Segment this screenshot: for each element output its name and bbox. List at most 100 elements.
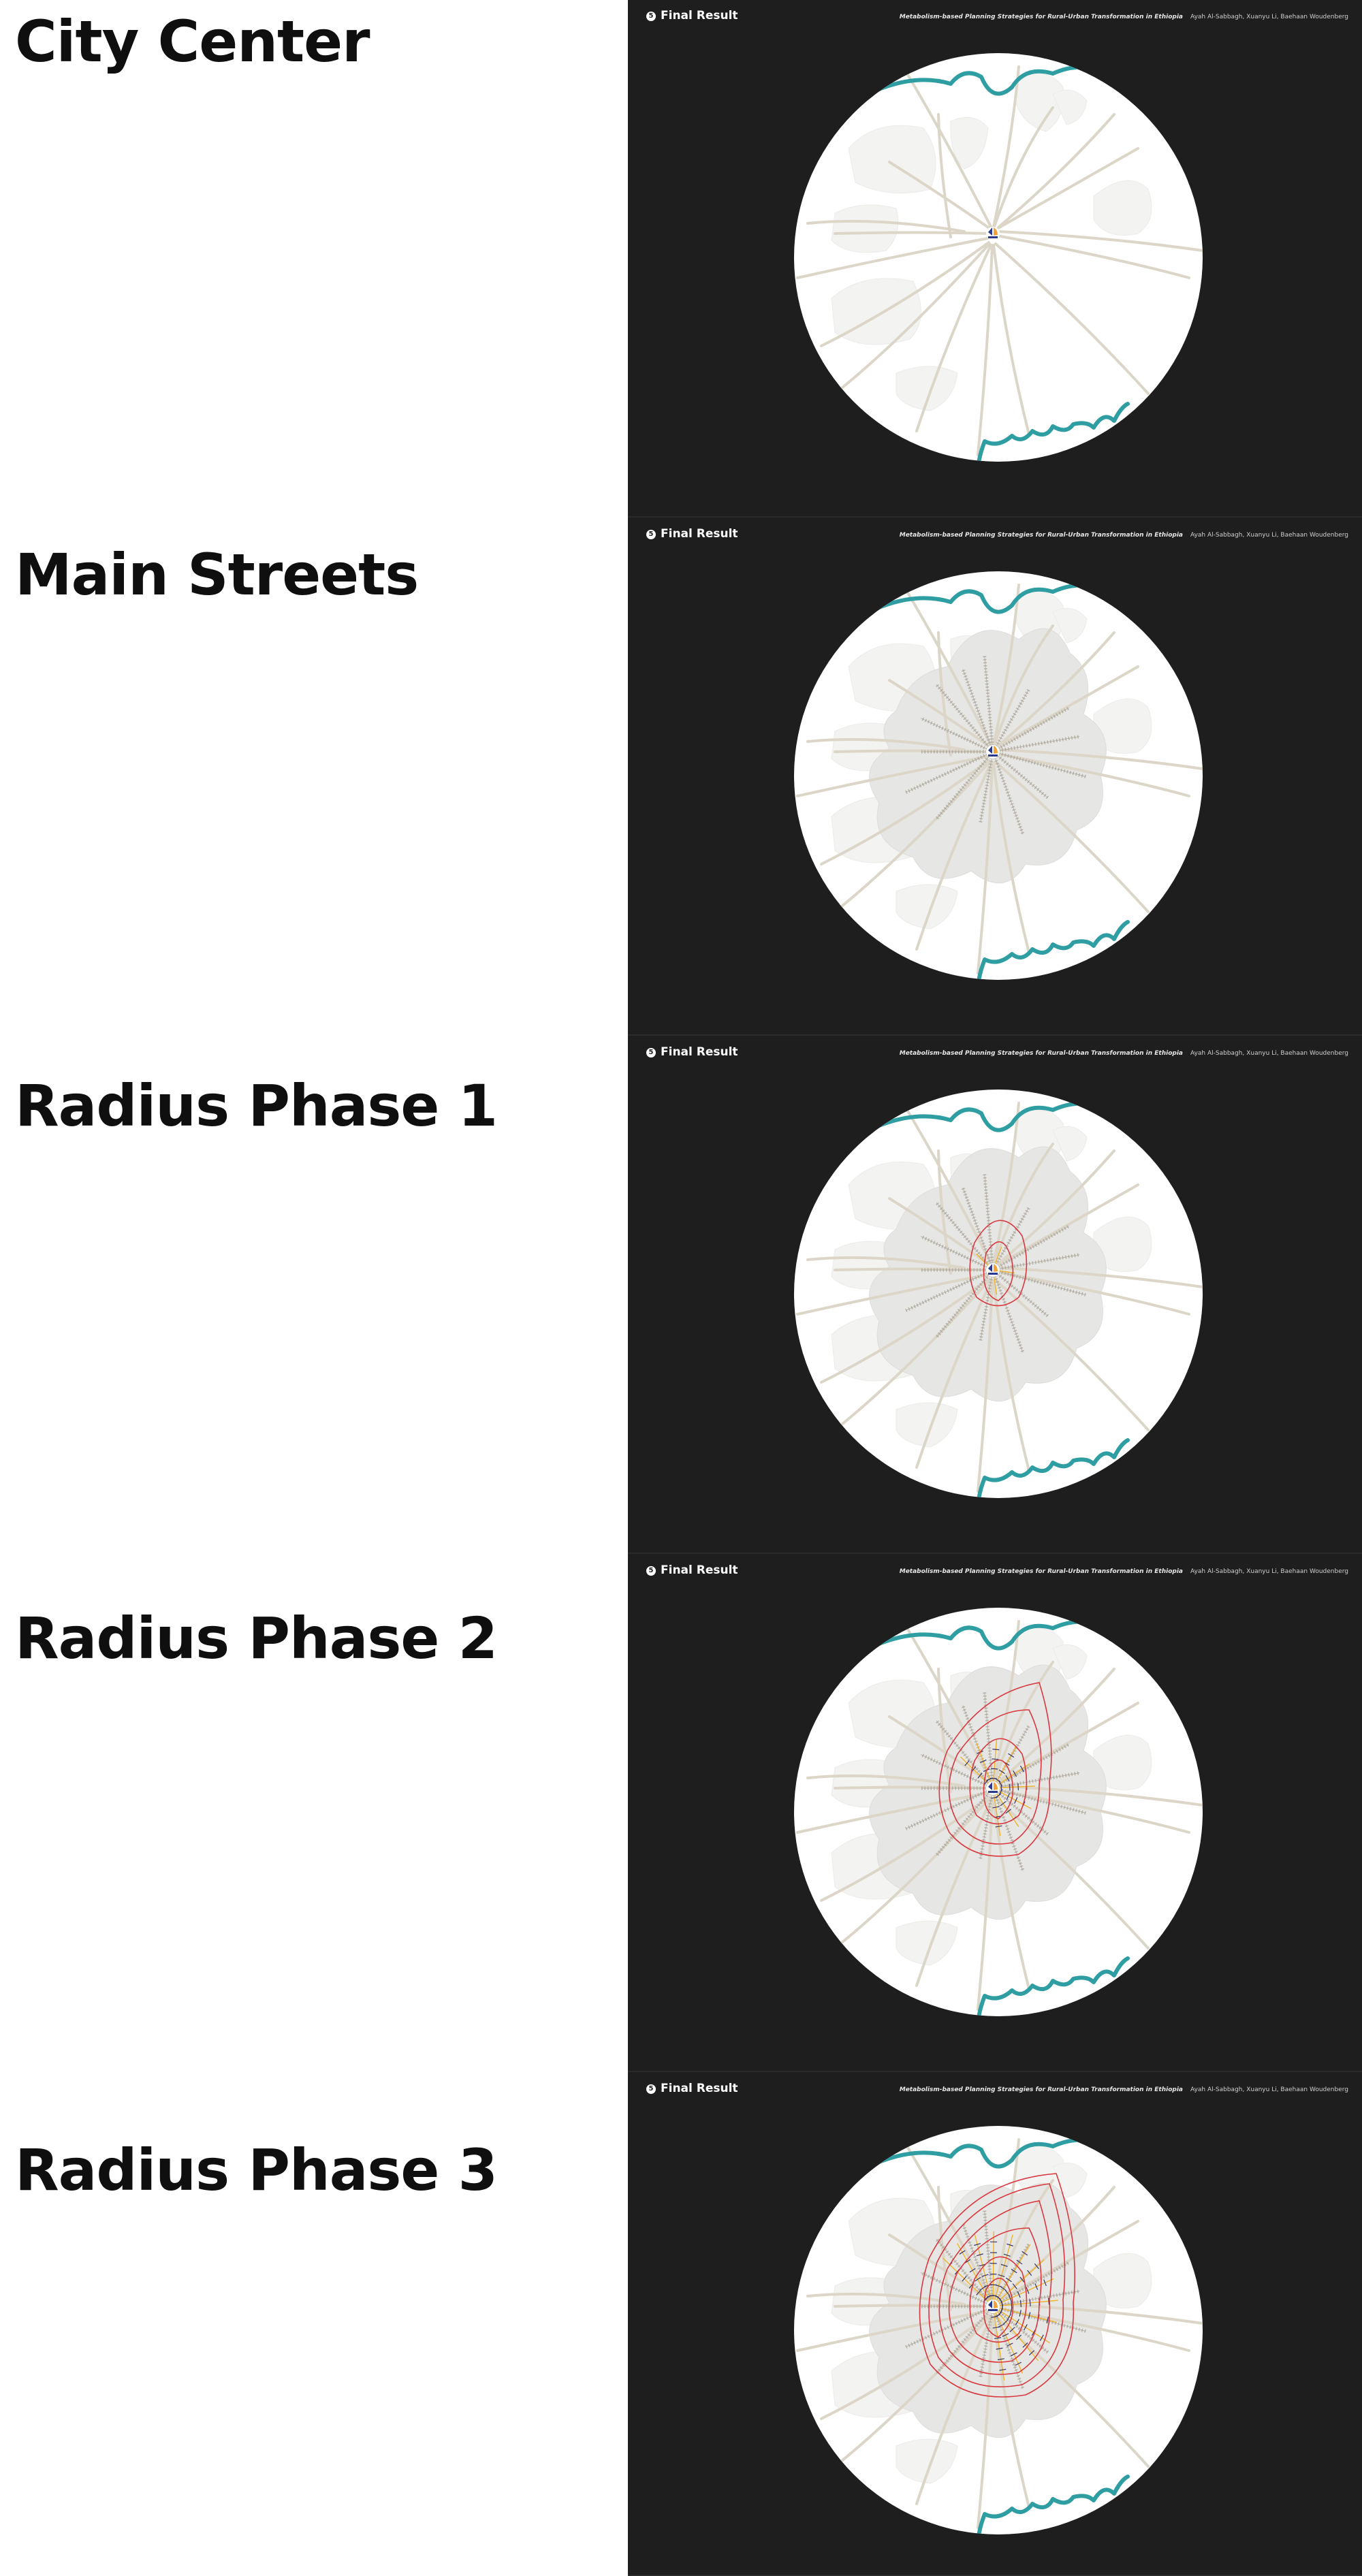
infill-plot xyxy=(1015,2319,1019,2325)
infill-street xyxy=(992,2306,1051,2344)
road xyxy=(796,2310,989,2352)
road xyxy=(820,241,990,347)
main-street-axis xyxy=(992,751,1024,835)
road xyxy=(820,1796,990,1902)
marker-bar xyxy=(988,2309,998,2311)
infill-plot xyxy=(992,1749,1000,1751)
infill-plot xyxy=(964,1760,970,1766)
infill-street xyxy=(992,2259,1045,2307)
infill-plot xyxy=(1005,2277,1012,2283)
infill-plot xyxy=(997,2358,1004,2361)
map-layers xyxy=(796,65,1203,462)
main-street-axis xyxy=(992,1269,1086,1295)
infill-plot xyxy=(1020,2300,1022,2308)
marker-bar xyxy=(988,1273,998,1275)
infill-plot xyxy=(1000,2263,1008,2267)
road xyxy=(888,1197,992,1267)
infill-plot xyxy=(1027,2270,1032,2276)
road xyxy=(820,759,990,865)
infill-plot xyxy=(1028,2312,1031,2319)
infill-plot xyxy=(1011,2352,1017,2357)
building-block xyxy=(1093,2253,1152,2308)
infill-street xyxy=(992,2306,1005,2381)
road xyxy=(994,242,1150,395)
infill-plot xyxy=(962,2276,967,2282)
main-street-axis xyxy=(962,2223,994,2307)
building-block xyxy=(1093,698,1152,754)
infill-plot xyxy=(991,1768,998,1770)
radius-contour xyxy=(983,1241,1014,1301)
infill-street xyxy=(992,2244,1031,2307)
road xyxy=(834,2304,992,2308)
slide-header: 5 Final Result Metabolism-based Planning… xyxy=(628,1555,1362,1589)
infill-street xyxy=(992,1787,1019,1827)
section-title-radius-phase-3: Radius Phase 3 xyxy=(15,2137,498,2204)
road xyxy=(820,2314,990,2420)
infill-plot xyxy=(1005,1775,1010,1782)
slide-header: 5 Final Result Metabolism-based Planning… xyxy=(628,0,1362,34)
river-south xyxy=(976,2475,1130,2534)
main-street-axis xyxy=(992,1772,1080,1789)
road xyxy=(915,2317,992,2505)
radius-contour xyxy=(938,1682,1052,1857)
road xyxy=(888,161,992,230)
main-street-axis xyxy=(992,2262,1069,2307)
project-title: Metabolism-based Planning Strategies for… xyxy=(899,1568,1183,1575)
marker-blue xyxy=(988,1264,992,1272)
slide-header: 5 Final Result Metabolism-based Planning… xyxy=(628,518,1362,552)
road xyxy=(820,1277,990,1384)
main-street-axis xyxy=(984,1692,994,1789)
infill-plot xyxy=(991,2316,998,2318)
infill-plot xyxy=(976,2253,983,2257)
project-title: Metabolism-based Planning Strategies for… xyxy=(899,532,1183,539)
road xyxy=(997,748,1203,770)
section-title-main-streets: Main Streets xyxy=(15,541,419,608)
infill-plot xyxy=(1017,2291,1021,2298)
road xyxy=(902,1620,992,1783)
road xyxy=(996,234,1190,279)
marker-bar xyxy=(988,1791,998,1793)
infill-street xyxy=(960,1756,994,1789)
road xyxy=(796,755,989,797)
infill-plot xyxy=(1007,2342,1013,2347)
titles-column: City Center Main Streets Radius Phase 1 … xyxy=(0,0,628,2576)
infill-plot xyxy=(992,1758,999,1760)
infill-plot xyxy=(998,1769,1005,1775)
infill-plot xyxy=(1022,2251,1028,2256)
slide-label: Final Result xyxy=(661,527,738,541)
road xyxy=(902,1102,992,1265)
road xyxy=(997,1149,1115,1265)
marker-orange xyxy=(994,1264,998,1272)
infill-street xyxy=(976,1743,994,1789)
infill-plot xyxy=(995,2284,1002,2288)
road-network xyxy=(796,584,1203,974)
slide-main-streets: 5 Final Result Metabolism-based Planning… xyxy=(628,518,1362,1036)
road xyxy=(997,1668,1115,1783)
infill-plot xyxy=(976,2289,981,2295)
main-street-axis xyxy=(992,707,1069,752)
authors: Ayah Al-Sabbagh, Xuanyu Li, Baehaan Woud… xyxy=(1190,14,1348,20)
building-block xyxy=(896,2438,958,2484)
infill-plot xyxy=(1019,2310,1022,2317)
number-circle-icon: 5 xyxy=(646,12,656,21)
road xyxy=(834,1279,991,1431)
building-block xyxy=(896,884,958,929)
infill-plot xyxy=(1004,2290,1011,2296)
radius-contour xyxy=(969,2256,1028,2343)
infill-plot xyxy=(996,2347,1003,2350)
project-title: Metabolism-based Planning Strategies for… xyxy=(899,14,1183,20)
city-map xyxy=(794,1090,1203,1498)
road xyxy=(834,1267,992,1271)
infill-plot xyxy=(1013,1770,1017,1777)
road xyxy=(977,244,994,456)
slide-city-center: 5 Final Result Metabolism-based Planning… xyxy=(628,0,1362,518)
infill-plot xyxy=(1034,2263,1040,2270)
road xyxy=(806,2292,966,2306)
building-block xyxy=(950,116,989,170)
radius-contours xyxy=(938,1682,1052,1857)
infill-street xyxy=(992,2278,1054,2307)
road xyxy=(993,106,1054,228)
road xyxy=(997,113,1115,229)
main-street-axis xyxy=(920,718,994,752)
map-disc xyxy=(794,53,1203,462)
